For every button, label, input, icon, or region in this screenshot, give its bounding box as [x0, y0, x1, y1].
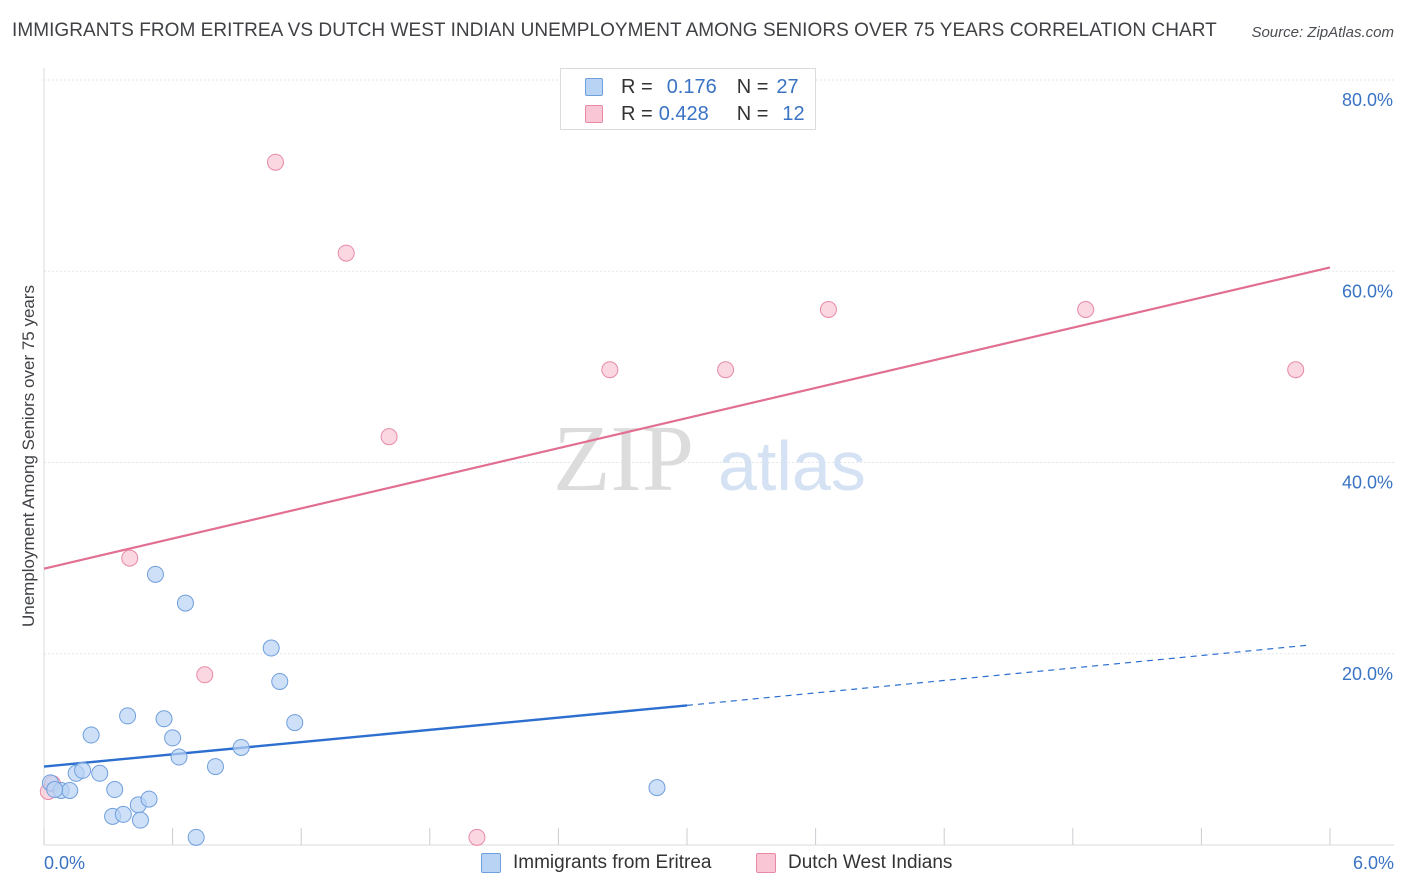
axes	[43, 68, 1394, 846]
point-eritrea	[286, 714, 304, 732]
point-eritrea	[82, 726, 100, 744]
legend-row-eritrea: R = 0.176 N = 27	[585, 74, 799, 100]
chart-title: IMMIGRANTS FROM ERITREA VS DUTCH WEST IN…	[12, 20, 1217, 41]
bottom-legend-swatch-blue	[481, 853, 501, 873]
point-dutch-west-indians	[121, 549, 139, 567]
legend-n-label: N =	[736, 102, 769, 125]
point-eritrea	[74, 761, 92, 779]
bottom-legend-label-eritrea: Immigrants from Eritrea	[513, 852, 712, 873]
legend-n-value: 12	[782, 102, 805, 125]
stats-legend: R = 0.176 N = 27 R = 0.428 N = 12	[560, 68, 816, 130]
y-tick-label: 40.0%	[1342, 473, 1393, 493]
point-eritrea	[114, 805, 132, 823]
y-tick-label: 80.0%	[1342, 90, 1393, 110]
watermark-zip: ZIP	[553, 407, 694, 511]
point-dutch-west-indians	[266, 153, 284, 171]
point-dutch-west-indians	[717, 361, 735, 379]
point-dutch-west-indians	[468, 828, 486, 846]
data-points	[39, 153, 1305, 846]
point-dutch-west-indians	[1077, 301, 1095, 318]
point-eritrea	[187, 828, 205, 846]
point-dutch-west-indians	[1287, 361, 1305, 379]
y-tick-label: 20.0%	[1342, 664, 1393, 684]
point-eritrea	[140, 790, 158, 808]
legend-n-value: 27	[776, 75, 799, 98]
point-dutch-west-indians	[601, 361, 619, 379]
legend-row-dutch-west-indians: R = 0.428 N = 12	[585, 101, 805, 127]
point-eritrea	[271, 672, 289, 690]
point-eritrea	[232, 738, 250, 756]
legend-r-value: 0.176	[666, 75, 717, 98]
trend-line-eritrea	[43, 704, 688, 768]
trend-line-eritrea-extension	[686, 644, 1309, 706]
y-axis-label: Unemployment Among Seniors over 75 years	[19, 285, 38, 627]
legend-swatch-blue	[585, 78, 603, 96]
point-dutch-west-indians	[196, 666, 214, 684]
point-eritrea	[146, 565, 164, 583]
point-eritrea	[170, 748, 188, 766]
bottom-legend-label-dutch-west-indians: Dutch West Indians	[788, 852, 953, 873]
point-dutch-west-indians	[380, 428, 398, 446]
point-eritrea	[648, 779, 666, 797]
y-tick-label: 60.0%	[1342, 281, 1393, 301]
x-tick-label-min: 0.0%	[44, 853, 85, 873]
point-eritrea	[155, 710, 173, 728]
point-eritrea	[131, 811, 149, 829]
point-eritrea	[106, 781, 124, 799]
legend-r-value: 0.428	[658, 102, 709, 125]
point-eritrea	[119, 707, 137, 725]
point-eritrea	[91, 764, 109, 782]
legend-r-label: R =	[621, 102, 653, 125]
legend-swatch-pink	[585, 105, 603, 123]
point-eritrea	[61, 781, 79, 799]
trend-lines	[43, 266, 1331, 768]
bottom-legend-swatch-pink	[756, 853, 776, 873]
chart-source: Source: ZipAtlas.com	[1251, 24, 1394, 41]
legend-r-label: R =	[621, 75, 653, 98]
point-eritrea	[176, 594, 194, 612]
grid-lines: 20.0% 40.0% 60.0% 80.0%	[44, 79, 1394, 684]
legend-n-label: N =	[736, 75, 769, 98]
trend-line-dutch-west-indians	[43, 266, 1331, 570]
watermark-atlas: atlas	[718, 427, 866, 505]
x-tick-label-max: 6.0%	[1353, 853, 1394, 873]
point-eritrea	[262, 639, 280, 657]
point-eritrea	[164, 729, 182, 747]
point-dutch-west-indians	[337, 244, 355, 262]
point-dutch-west-indians	[819, 301, 837, 318]
bottom-legend-item-dutch-west-indians: Dutch West Indians	[756, 852, 952, 874]
watermark: ZIP atlas	[553, 407, 866, 511]
bottom-legend-item-eritrea: Immigrants from Eritrea	[481, 852, 711, 874]
point-eritrea	[46, 781, 64, 799]
point-eritrea	[206, 758, 224, 776]
